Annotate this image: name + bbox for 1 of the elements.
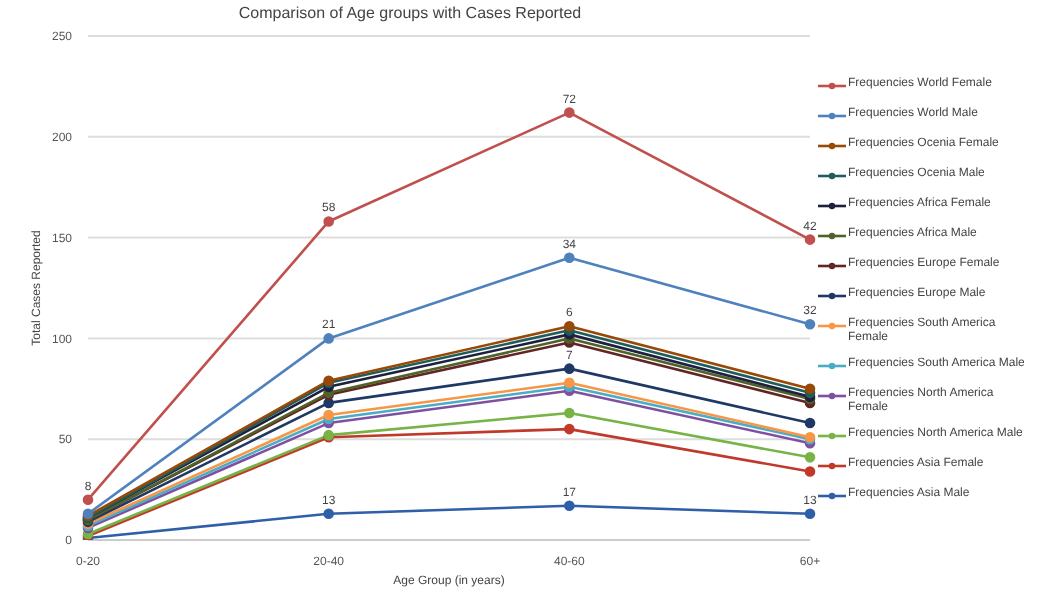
chart-title: Comparison of Age groups with Cases Reported [236, 4, 584, 22]
